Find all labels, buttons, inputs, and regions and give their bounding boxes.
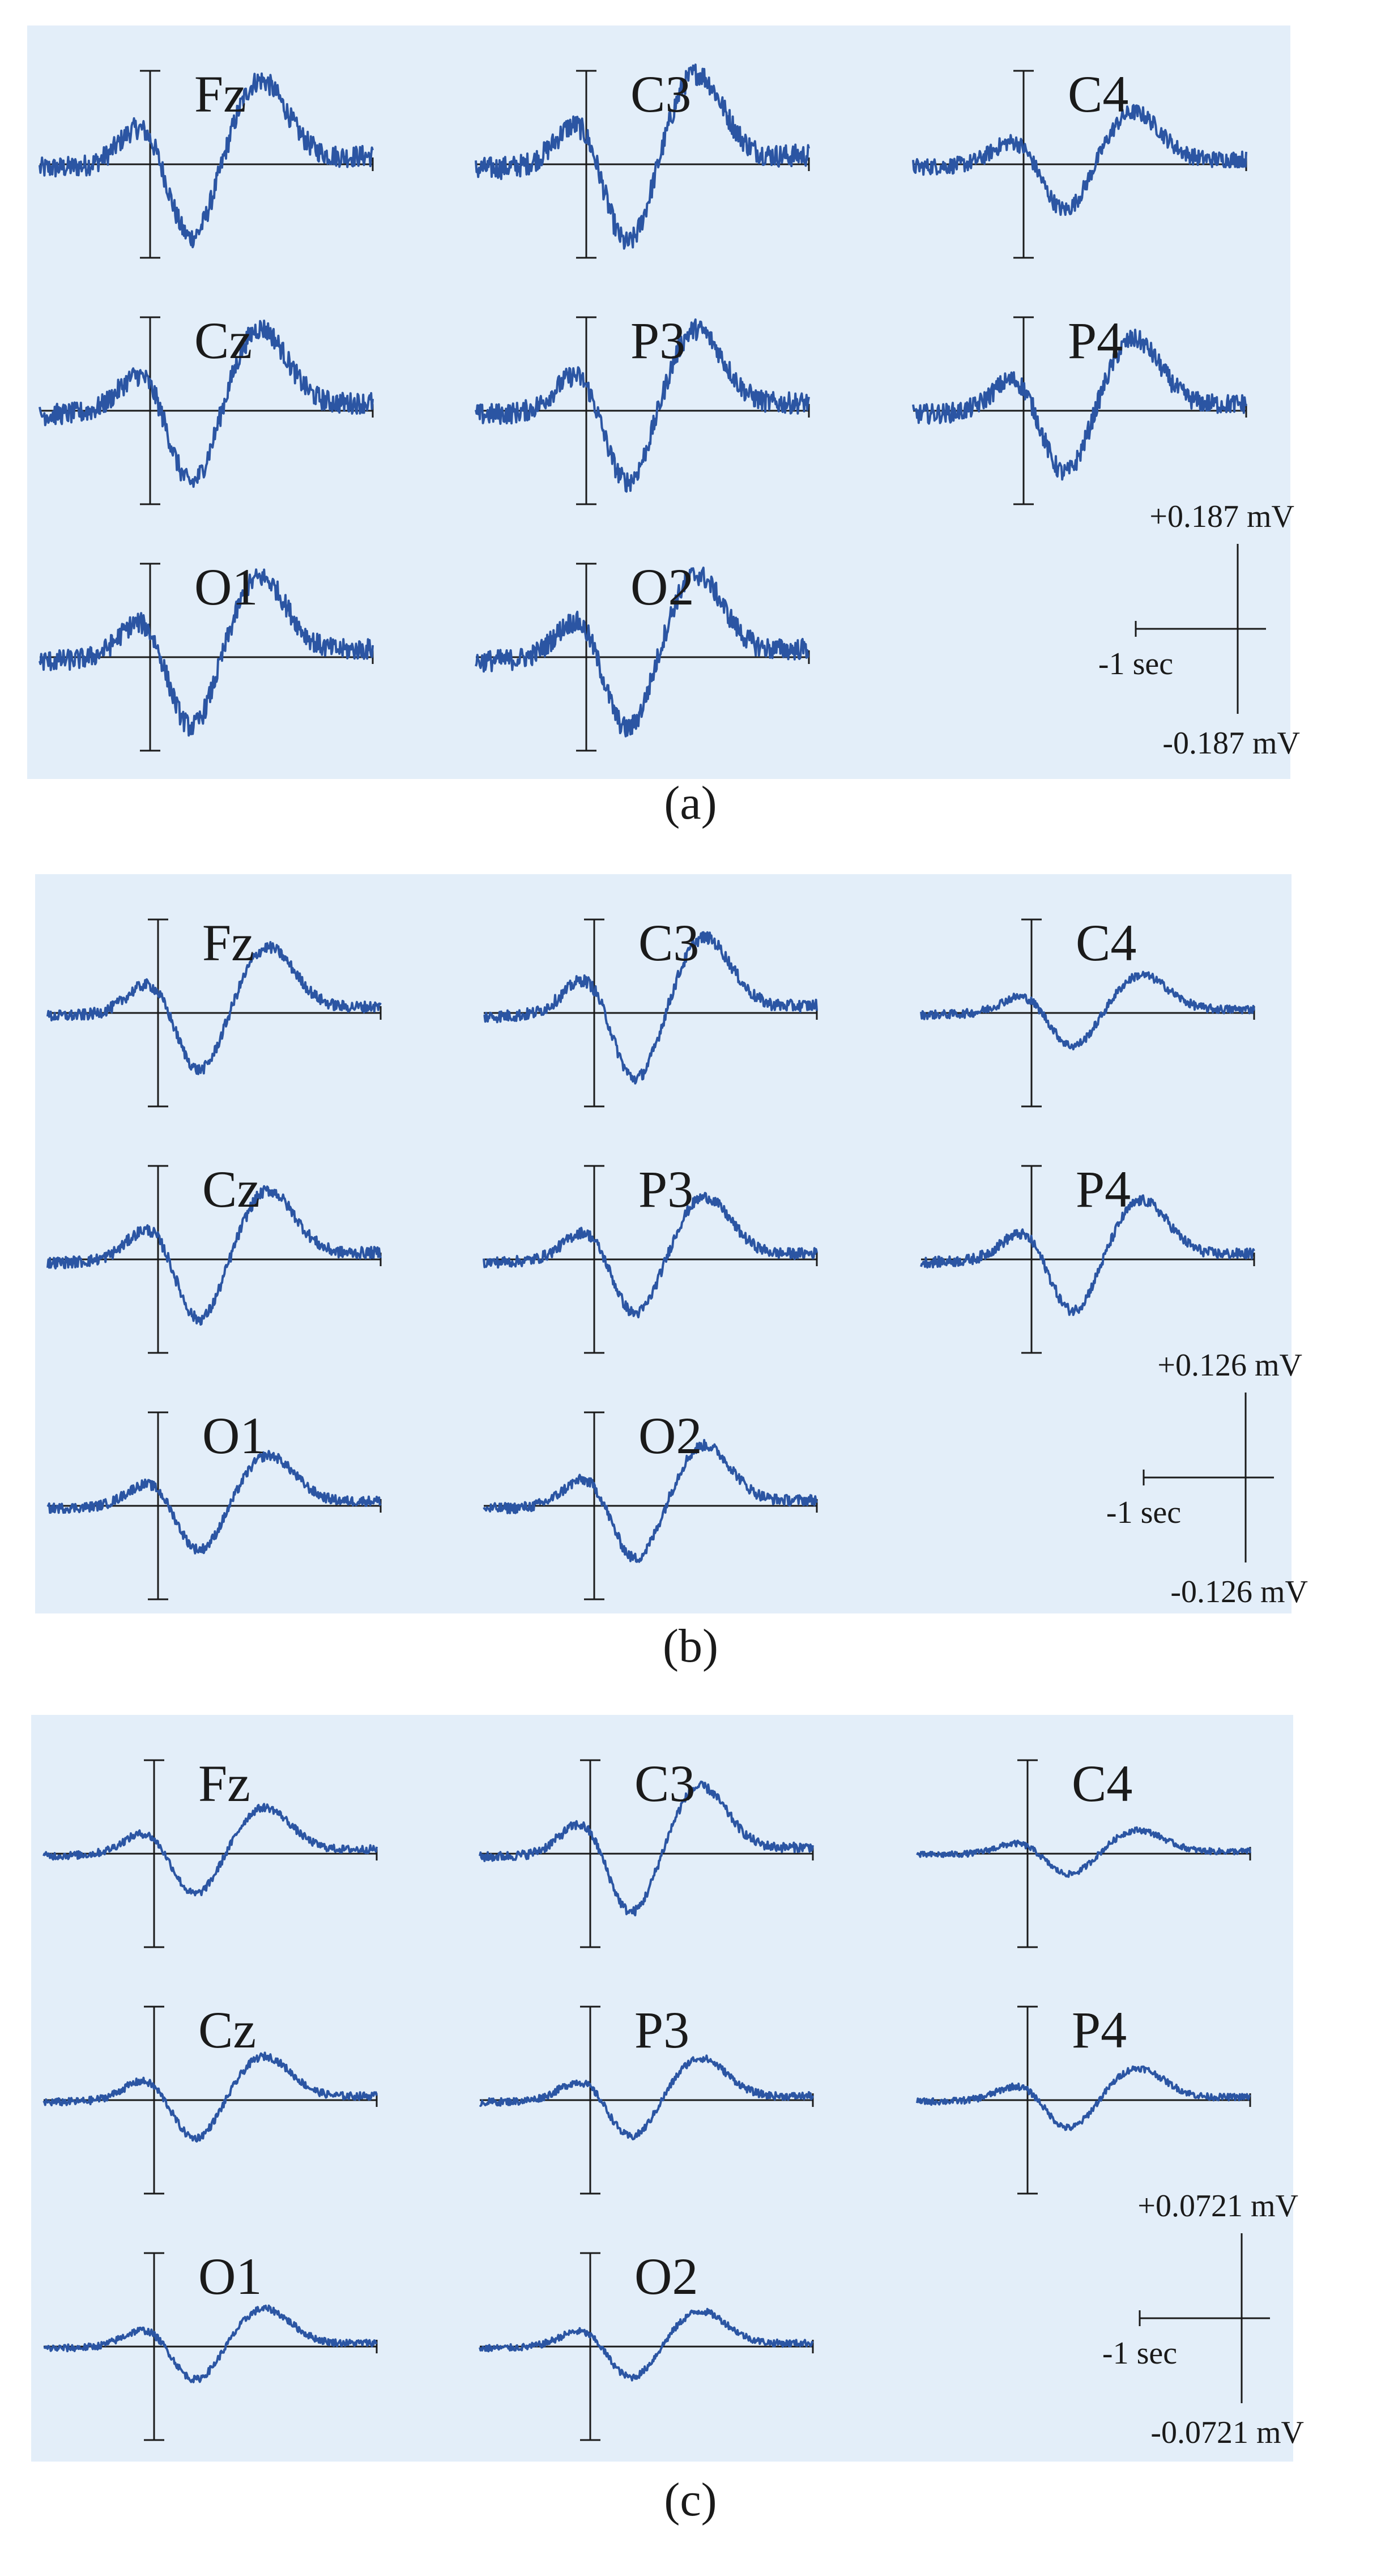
channel-label: P4 <box>1072 2001 1127 2059</box>
channel-label: Cz <box>202 1160 260 1218</box>
eeg-trace-o1 <box>46 1450 382 1555</box>
channel-o2: O2 <box>479 2247 814 2441</box>
amp-min-label: -0.187 mV <box>1162 726 1300 761</box>
eeg-trace-c4 <box>912 104 1247 216</box>
channel-p3: P3 <box>479 2001 814 2195</box>
channel-o2: O2 <box>483 1407 818 1600</box>
channel-p3: P3 <box>475 312 810 505</box>
eeg-trace-fz <box>42 1803 378 1897</box>
scale-bar: +0.187 mV -1 sec -0.187 mV <box>1098 499 1300 761</box>
eeg-trace-c4 <box>920 970 1255 1051</box>
eeg-trace-p3 <box>479 2054 814 2141</box>
channel-label: Cz <box>194 312 252 369</box>
time-scale-label: -1 sec <box>1106 1495 1181 1530</box>
eeg-trace-p3 <box>475 318 810 493</box>
eeg-trace-o1 <box>39 568 374 737</box>
channel-label: O1 <box>198 2247 262 2305</box>
channel-label: P3 <box>638 1160 693 1218</box>
panel-c: Fz C3 C4 Cz P3 P4 O1 O2 +0.0721 mV -1 sec -0.0721 … <box>31 1715 1304 2462</box>
channel-label: P4 <box>1068 312 1123 369</box>
channel-cz: Cz <box>39 312 374 505</box>
eeg-trace-p4 <box>912 329 1247 481</box>
eeg-trace-o2 <box>475 567 809 738</box>
channel-p3: P3 <box>483 1160 818 1354</box>
eeg-trace-fz <box>46 941 382 1075</box>
panel-b: Fz C3 C4 Cz P3 P4 O1 O2 +0.126 mV -1 sec -0.126 mV <box>35 874 1308 1613</box>
channel-c4: C4 <box>916 1755 1251 1948</box>
eeg-trace-cz <box>39 320 374 488</box>
channel-c3: C3 <box>475 63 810 259</box>
channel-o2: O2 <box>475 558 810 752</box>
channel-c4: C4 <box>920 914 1255 1108</box>
channel-o1: O1 <box>39 558 374 752</box>
panel-caption: (a) <box>664 777 717 829</box>
channel-label: Fz <box>194 65 246 123</box>
channel-c4: C4 <box>912 65 1247 259</box>
channel-cz: Cz <box>46 1160 382 1354</box>
eeg-trace-c4 <box>916 1826 1251 1878</box>
panel-background <box>31 1715 1293 2462</box>
eeg-trace-o1 <box>43 2304 378 2383</box>
panel-caption: (b) <box>663 1620 718 1672</box>
eeg-trace-cz <box>42 2051 378 2143</box>
channel-o1: O1 <box>43 2247 378 2441</box>
scale-bar: +0.0721 mV -1 sec -0.0721 mV <box>1102 2188 1304 2450</box>
amp-max-label: +0.126 mV <box>1157 1348 1302 1383</box>
channel-fz: Fz <box>42 1755 378 1948</box>
channel-label: C3 <box>630 65 691 123</box>
eeg-trace-p4 <box>920 1194 1255 1316</box>
panel-caption: (c) <box>664 2473 717 2526</box>
amp-max-label: +0.187 mV <box>1149 499 1294 534</box>
time-scale-label: -1 sec <box>1102 2336 1177 2371</box>
channel-label: C3 <box>634 1755 695 1812</box>
channel-label: Fz <box>202 914 254 972</box>
time-scale-label: -1 sec <box>1098 646 1173 682</box>
eeg-trace-o2 <box>483 1438 818 1563</box>
channel-p4: P4 <box>912 312 1247 505</box>
channel-label: C3 <box>638 914 699 972</box>
channel-fz: Fz <box>39 65 374 259</box>
channel-label: Fz <box>198 1755 250 1812</box>
channel-label: C4 <box>1072 1755 1132 1812</box>
channel-label: O2 <box>634 2247 698 2305</box>
channel-label: O2 <box>638 1407 702 1464</box>
eeg-trace-c3 <box>479 1780 814 1917</box>
channel-label: O2 <box>630 558 694 616</box>
amp-max-label: +0.0721 mV <box>1137 2188 1298 2224</box>
amp-min-label: -0.126 mV <box>1170 1574 1308 1610</box>
amp-min-label: -0.0721 mV <box>1150 2415 1304 2450</box>
channel-c3: C3 <box>479 1755 814 1948</box>
channel-label: C4 <box>1076 914 1136 972</box>
channel-label: P3 <box>634 2001 689 2059</box>
channel-c3: C3 <box>483 914 818 1108</box>
channel-label: C4 <box>1068 65 1128 123</box>
eeg-trace-fz <box>39 72 374 249</box>
eeg-trace-p4 <box>916 2065 1251 2131</box>
channel-label: O1 <box>194 558 258 616</box>
eeg-trace-c3 <box>483 931 818 1085</box>
scale-bar: +0.126 mV -1 sec -0.126 mV <box>1106 1348 1308 1610</box>
eeg-trace-o2 <box>479 2307 814 2382</box>
channel-label: P3 <box>630 312 685 369</box>
panel-background <box>35 874 1292 1613</box>
eeg-trace-cz <box>46 1185 382 1326</box>
eeg-trace-p3 <box>483 1191 818 1319</box>
channel-label: Cz <box>198 2001 256 2059</box>
eeg-trace-c3 <box>475 63 810 250</box>
channel-o1: O1 <box>46 1407 382 1600</box>
channel-label: O1 <box>202 1407 266 1464</box>
channel-p4: P4 <box>920 1160 1255 1354</box>
channel-cz: Cz <box>42 2001 378 2195</box>
channel-fz: Fz <box>46 914 382 1108</box>
channel-p4: P4 <box>916 2001 1251 2195</box>
panel-a: Fz C3 C4 Cz P3 P4 O1 O2 +0.187 mV -1 sec -0.187 mV <box>27 25 1300 779</box>
channel-label: P4 <box>1076 1160 1131 1218</box>
